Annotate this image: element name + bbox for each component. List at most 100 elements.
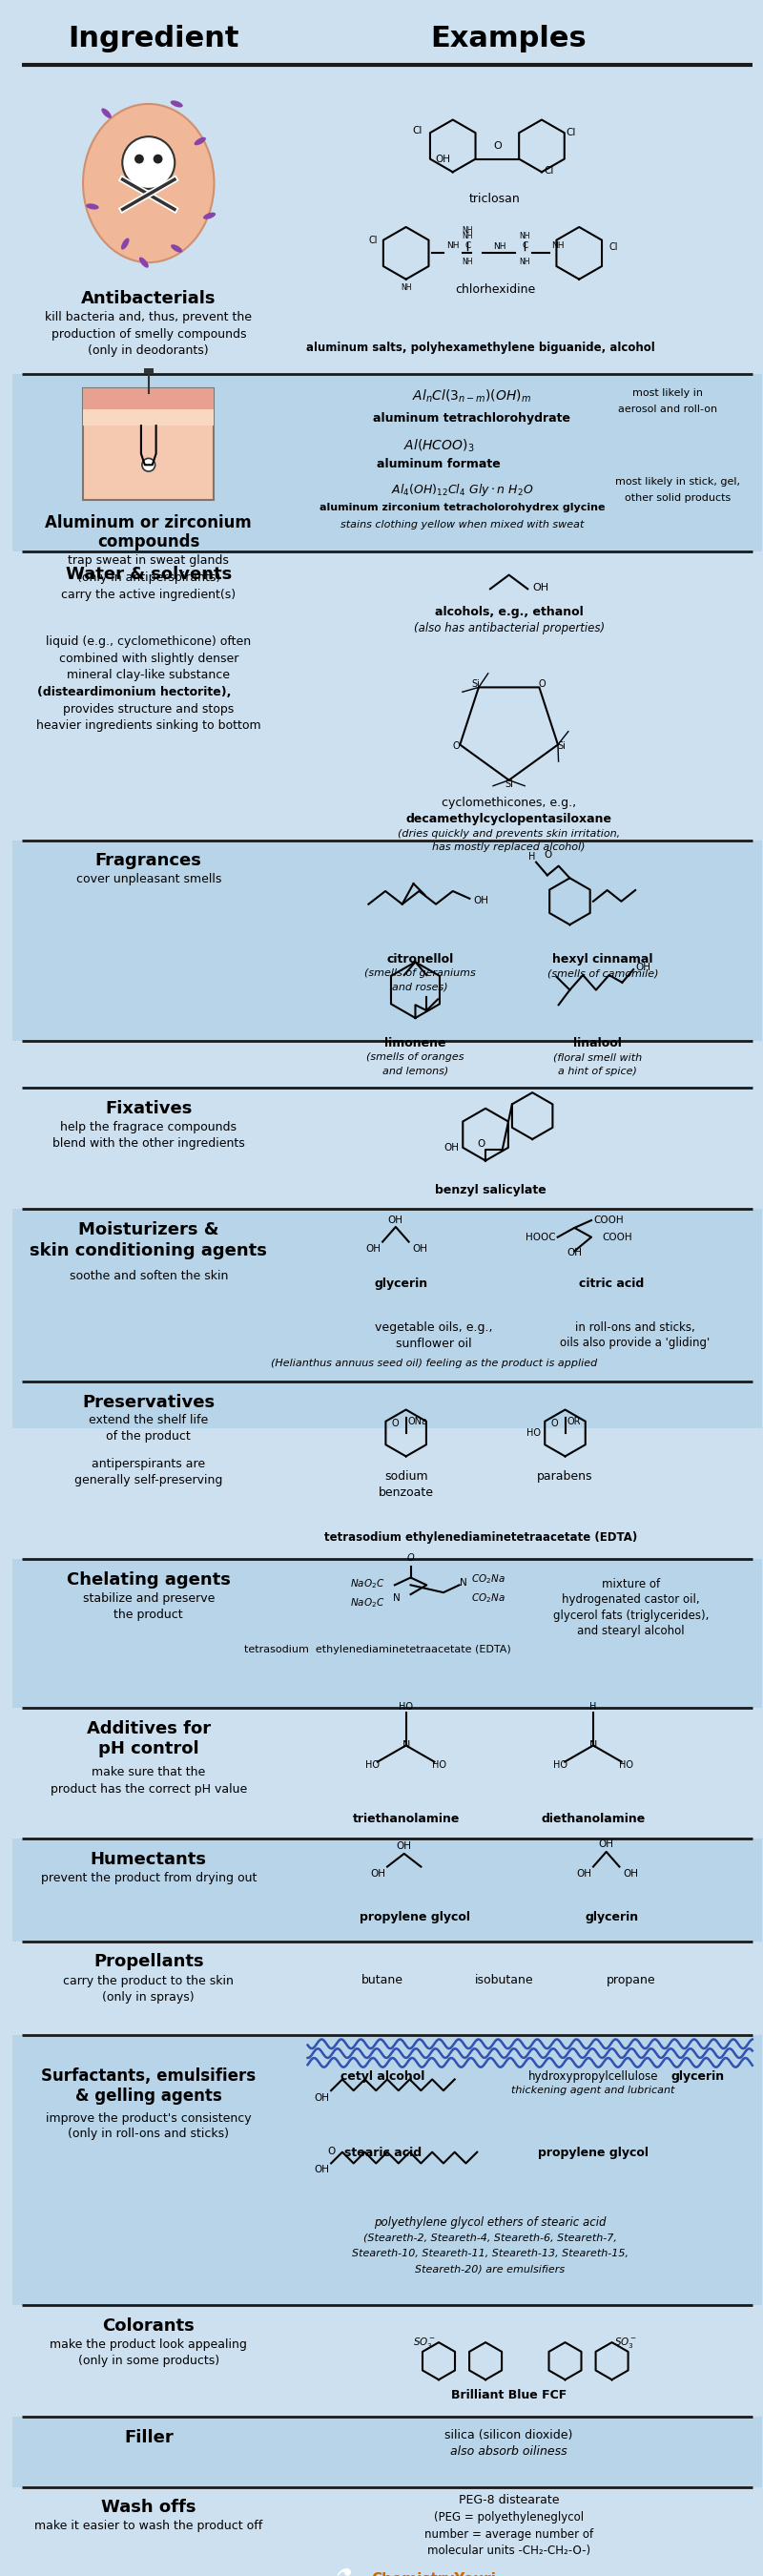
Text: OH: OH [413,1244,428,1252]
Text: thickening agent and lubricant: thickening agent and lubricant [511,2087,675,2094]
Circle shape [324,2558,365,2576]
Text: N: N [459,1579,467,1587]
Text: antiperspirants are: antiperspirants are [92,1458,205,1471]
Text: Fragrances: Fragrances [95,853,202,868]
Text: $Al_4(OH)_{12}Cl_4\ Gly \cdot n\ H_2O$: $Al_4(OH)_{12}Cl_4\ Gly \cdot n\ H_2O$ [391,482,533,497]
Text: NH: NH [462,227,473,234]
Text: butane: butane [362,1973,404,1986]
Text: propylene glycol: propylene glycol [360,1911,471,1924]
Text: Wash offs: Wash offs [101,2499,196,2517]
Text: $SO_3^-$: $SO_3^-$ [614,2336,638,2349]
Text: O: O [550,1419,558,1430]
Text: and roses): and roses) [392,981,448,992]
Text: product has the correct pH value: product has the correct pH value [50,1783,247,1795]
Text: O: O [538,680,546,688]
Text: aerosol and roll-on: aerosol and roll-on [619,404,718,415]
Text: (only in roll-ons and sticks): (only in roll-ons and sticks) [68,2128,229,2141]
Text: Humectants: Humectants [90,1850,207,1868]
Text: NH: NH [551,242,564,250]
Text: chlorhexidine: chlorhexidine [455,283,535,296]
Text: OH: OH [314,2094,329,2102]
Text: OR: OR [567,1417,581,1427]
Text: Si: Si [558,742,566,750]
Text: most likely in: most likely in [633,389,703,397]
Ellipse shape [83,103,214,263]
Text: vegetable oils, e.g.,: vegetable oils, e.g., [375,1321,493,1334]
Text: $Al(HCOO)_3$: $Al(HCOO)_3$ [404,438,475,453]
Text: benzyl salicylate: benzyl salicylate [435,1185,546,1195]
Text: HO: HO [432,1759,446,1770]
Text: PEG-8 distearate: PEG-8 distearate [459,2494,559,2506]
Bar [83,389,214,410]
Bar [83,389,214,500]
Text: limonene: limonene [385,1036,446,1048]
Text: compounds: compounds [98,533,200,551]
Bar [83,410,214,425]
Text: $NaO_2C$: $NaO_2C$ [349,1577,385,1592]
Text: N: N [589,1741,597,1749]
Ellipse shape [203,211,216,219]
Text: (only in deodorants): (only in deodorants) [89,345,209,358]
Text: NH: NH [520,258,530,265]
Text: Brilliant Blue FCF: Brilliant Blue FCF [451,2388,567,2401]
Text: a hint of spice): a hint of spice) [559,1066,637,1077]
Text: mixture of: mixture of [601,1577,660,1589]
Ellipse shape [195,137,206,144]
Text: Chelating agents: Chelating agents [66,1571,230,1589]
Text: $SO_3^-$: $SO_3^-$ [413,2336,436,2349]
Text: triethanolamine: triethanolamine [353,1814,459,1824]
Text: Fixatives: Fixatives [105,1100,192,1118]
Text: production of smelly compounds: production of smelly compounds [51,327,246,340]
Text: (floral smell with: (floral smell with [553,1054,642,1061]
Bar [13,2035,761,2306]
Text: C: C [465,242,471,250]
Text: HOOC: HOOC [526,1231,555,1242]
Text: improve the product's consistency: improve the product's consistency [46,2112,251,2125]
Text: O: O [452,742,459,750]
Text: NH: NH [520,232,530,240]
Bar [13,1558,761,1708]
Text: prevent the product from drying out: prevent the product from drying out [40,1873,256,1886]
Text: generally self-preserving: generally self-preserving [75,1473,223,1486]
Text: help the fragrace compounds: help the fragrace compounds [60,1121,237,1133]
Text: Propellants: Propellants [93,1953,204,1971]
Text: Surfactants, emulsifiers: Surfactants, emulsifiers [41,2066,256,2084]
Text: molecular units -CH₂-CH₂-O-): molecular units -CH₂-CH₂-O-) [427,2545,591,2558]
Text: skin conditioning agents: skin conditioning agents [30,1242,267,1260]
Text: (also has antibacterial properties): (also has antibacterial properties) [414,623,604,634]
Text: has mostly replaced alcohol): has mostly replaced alcohol) [433,842,585,853]
Circle shape [134,155,144,165]
Text: aluminum formate: aluminum formate [377,459,501,471]
Text: Cl: Cl [609,242,618,252]
Text: N: N [402,1741,410,1749]
Text: trap sweat in sweat glands: trap sweat in sweat glands [68,554,229,567]
Text: Cl: Cl [413,126,423,137]
Text: Si: Si [504,781,513,788]
Bar [13,840,761,1041]
Text: Examples: Examples [431,26,587,52]
Text: OH: OH [397,1842,412,1850]
Text: propylene glycol: propylene glycol [538,2146,649,2159]
Text: H: H [590,1703,597,1713]
Text: NH: NH [401,283,411,291]
Text: citronellol: citronellol [387,953,453,966]
Text: C: C [522,242,528,250]
Text: tetrasodium ethylenediaminetetraacetate (EDTA): tetrasodium ethylenediaminetetraacetate … [324,1530,637,1543]
Text: ⚗: ⚗ [336,2568,355,2576]
Text: provides structure and stops: provides structure and stops [63,703,234,716]
Text: (smells of camomile): (smells of camomile) [547,969,658,979]
Text: OH: OH [567,1249,582,1257]
Circle shape [122,137,175,188]
Text: silica (silicon dioxide): silica (silicon dioxide) [445,2429,573,2442]
Text: aluminum salts, polyhexamethylene biguanide, alcohol: aluminum salts, polyhexamethylene biguan… [307,343,655,353]
Text: Water & solvents: Water & solvents [66,567,232,582]
Text: $CO_2Na$: $CO_2Na$ [472,1574,506,1587]
Text: hexyl cinnamal: hexyl cinnamal [552,953,653,966]
Text: OH: OH [623,1870,639,1878]
Bar [13,1208,761,1427]
Ellipse shape [171,245,182,252]
Text: Additives for: Additives for [86,1721,211,1736]
Text: & gelling agents: & gelling agents [76,2087,222,2105]
Text: $Al_nCl(3_{n-m})(OH)_m$: $Al_nCl(3_{n-m})(OH)_m$ [412,389,531,404]
Text: (disteardimonium hectorite),: (disteardimonium hectorite), [37,685,231,698]
